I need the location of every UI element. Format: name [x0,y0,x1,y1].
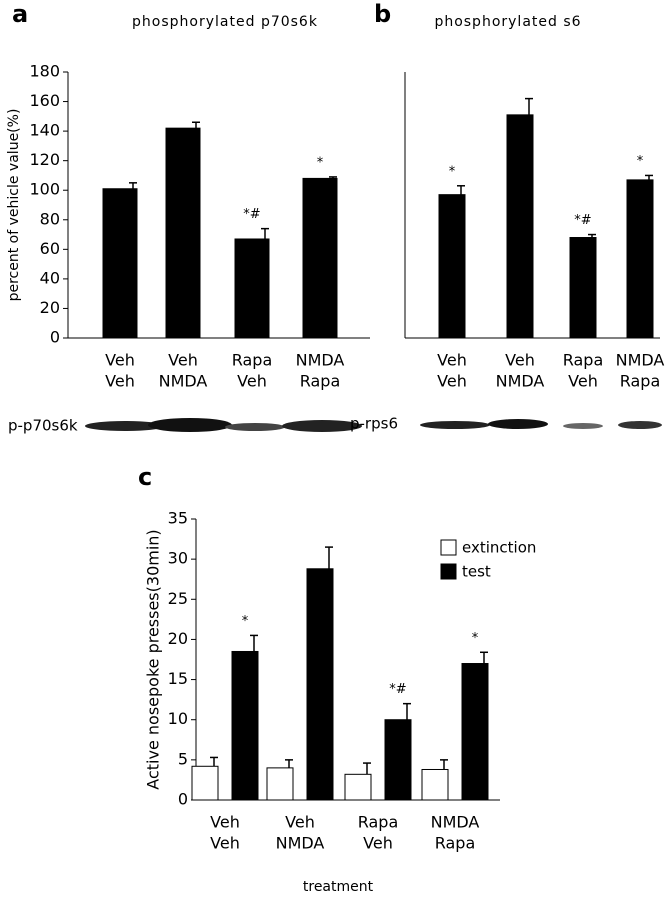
x-tick-label: Veh [437,351,467,370]
y-tick-label: 35 [168,509,188,528]
blot-band [618,421,662,429]
significance-mark: * [472,631,479,646]
y-tick-label: 160 [29,91,60,110]
blot-band [282,420,362,432]
x-tick-label: Veh [168,351,198,370]
bar [438,194,466,339]
bar [461,663,489,801]
y-tick-label: 20 [40,298,60,317]
y-tick-label: 180 [29,62,60,81]
x-tick-label: Rapa [620,372,661,391]
blots [85,418,662,432]
x-tick-label: Veh [505,351,535,370]
y-tick-label: 140 [29,121,60,140]
y-tick-label: 10 [168,709,188,728]
x-tick-label: Rapa [563,351,604,370]
x-tick-label: Veh [210,834,240,853]
bar [506,114,534,339]
bar [302,177,338,339]
blot-band [85,421,165,431]
bar [344,773,372,801]
legend-label: test [462,563,491,581]
significance-mark: * [637,154,644,169]
bar [384,719,412,801]
blot-band [225,423,285,431]
bar [306,568,334,801]
significance-mark: * [317,155,324,170]
significance-mark: * [242,614,249,629]
y-axis-label: Active nosepoke presses(30min) [144,529,163,789]
bar [231,650,259,801]
x-tick-label: Veh [437,372,467,391]
bar [191,765,219,801]
panel-letter: a [12,0,28,28]
x-tick-label: Rapa [300,372,341,391]
y-axis-label: percent of vehicle value(%) [6,109,22,302]
x-tick-label: Rapa [435,834,476,853]
bar [102,188,138,339]
y-tick-label: 5 [178,749,188,768]
panel-letter: b [374,0,391,28]
y-tick-label: 40 [40,268,60,287]
y-tick-label: 15 [168,669,188,688]
x-tick-label: Veh [285,813,315,832]
y-tick-label: 100 [29,180,60,199]
x-tick-label: NMDA [296,351,345,370]
significance-mark: * [449,164,456,179]
y-tick-label: 120 [29,150,60,169]
blot-band [563,423,603,429]
blot-band [488,419,548,429]
chart-title: phosphorylated s6 [434,14,581,30]
blot-band [148,418,232,432]
y-tick-label: 20 [168,629,188,648]
x-tick-label: Veh [210,813,240,832]
x-tick-label: Veh [237,372,267,391]
x-tick-label: NMDA [431,813,480,832]
blot-band [420,421,490,429]
panel-letter: c [138,463,152,491]
bar [569,237,597,339]
x-axis-label: treatment [303,879,374,895]
chart-title: phosphorylated p70s6k [132,14,318,30]
significance-mark: *# [574,213,591,228]
x-tick-label: Veh [568,372,598,391]
legend-label: extinction [462,539,536,557]
significance-mark: *# [243,207,260,222]
x-tick-label: Veh [363,834,393,853]
x-tick-label: Veh [105,372,135,391]
bar [266,767,294,801]
bar [234,238,270,339]
x-tick-label: NMDA [276,834,325,853]
x-tick-label: NMDA [159,372,208,391]
y-tick-label: 25 [168,589,188,608]
bar [626,179,654,339]
y-tick-label: 0 [50,328,60,347]
x-tick-label: Rapa [358,813,399,832]
x-tick-label: Veh [105,351,135,370]
x-tick-label: Rapa [232,351,273,370]
blot-label: p-p70s6k [8,417,78,435]
y-tick-label: 60 [40,239,60,258]
legend-swatch [440,563,457,580]
legend-swatch [440,539,457,556]
significance-mark: *# [389,682,406,697]
blot-label: p-rps6 [350,415,398,433]
y-tick-label: 30 [168,549,188,568]
y-tick-label: 0 [178,790,188,809]
x-tick-label: NMDA [496,372,545,391]
bar [421,768,449,801]
y-tick-label: 80 [40,209,60,228]
x-tick-label: NMDA [616,351,665,370]
bar [165,127,201,339]
